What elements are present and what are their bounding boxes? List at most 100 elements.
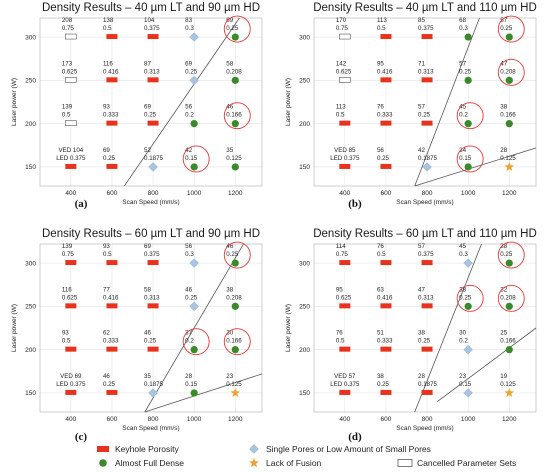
ved-label: 38 bbox=[226, 286, 233, 293]
led-label: 0.416 bbox=[103, 294, 119, 301]
data-point: 570.25 bbox=[497, 15, 525, 43]
led-label: 0.166 bbox=[226, 112, 242, 119]
led-label: 0.75 bbox=[62, 251, 75, 258]
keyhole-marker bbox=[421, 260, 433, 266]
data-point: 370.2 bbox=[182, 328, 210, 356]
led-label: 0.25 bbox=[418, 112, 431, 119]
led-label: 0.125 bbox=[226, 381, 242, 388]
dense-marker bbox=[190, 120, 198, 128]
ved-label: 46 bbox=[226, 243, 233, 250]
keyhole-marker bbox=[106, 120, 118, 126]
led-label: 0.625 bbox=[336, 294, 352, 301]
ved-label: 46 bbox=[185, 286, 192, 293]
data-point: 560.2 bbox=[185, 104, 198, 128]
legend-item-single: Single Pores or Low Amount of Small Pore… bbox=[249, 444, 431, 454]
y-tick-label: 300 bbox=[299, 34, 310, 41]
keyhole-marker bbox=[65, 260, 77, 266]
ved-label: 56 bbox=[185, 243, 192, 250]
x-axis-label: Scan Speed (mm/s) bbox=[122, 425, 179, 432]
ved-label: 38 bbox=[377, 373, 384, 380]
ved-label: 23 bbox=[226, 373, 233, 380]
ved-label: 58 bbox=[144, 286, 151, 293]
ved-label: 38 bbox=[500, 243, 507, 250]
single-pores-marker bbox=[463, 258, 473, 268]
led-label: 0.75 bbox=[62, 25, 75, 32]
ved-label: 45 bbox=[459, 243, 466, 250]
ved-label: 71 bbox=[418, 60, 425, 67]
ved-label: 46 bbox=[103, 373, 110, 380]
data-point: 380.208 bbox=[226, 286, 242, 310]
cancelled-marker bbox=[339, 33, 351, 40]
led-label: 0.25 bbox=[418, 338, 431, 345]
x-tick-label: 600 bbox=[107, 190, 118, 197]
highlight-circle bbox=[456, 145, 484, 173]
legend-label: Cancelled Parameter Sets bbox=[417, 458, 516, 468]
keyhole-marker bbox=[421, 120, 433, 126]
data-point: 630.416 bbox=[377, 286, 393, 309]
highlight-circle bbox=[497, 15, 525, 43]
dense-marker bbox=[505, 259, 513, 267]
chart-panel-d: Density Results – 60 µm LT and 110 µm HD… bbox=[285, 228, 537, 443]
x-tick-label: 1200 bbox=[502, 190, 517, 197]
y-axis-label: Laser power (W) bbox=[285, 304, 292, 352]
data-point: 450.3 bbox=[459, 243, 473, 268]
ved-label: 47 bbox=[418, 286, 425, 293]
plot-frame bbox=[313, 17, 537, 187]
chart-title: Density Results – 40 µm LT and 90 µm HD bbox=[42, 2, 260, 14]
legend-label: Lack of Fusion bbox=[266, 458, 322, 468]
ved-label: 34 bbox=[459, 147, 466, 154]
ved-label: 57 bbox=[418, 243, 425, 250]
highlight-circle bbox=[223, 241, 251, 269]
data-point: 470.313 bbox=[418, 286, 434, 309]
led-label: LED 0.375 bbox=[56, 155, 86, 162]
x-tick-label: 1000 bbox=[187, 416, 202, 423]
y-tick-label: 200 bbox=[25, 121, 36, 128]
ved-label: 76 bbox=[336, 330, 343, 337]
ved-label: 87 bbox=[144, 60, 151, 67]
ved-label: 47 bbox=[500, 60, 507, 67]
led-label: 0.208 bbox=[226, 294, 242, 301]
keyhole-marker bbox=[106, 303, 118, 309]
dense-legend-marker bbox=[99, 459, 107, 467]
lack-of-fusion-marker bbox=[504, 387, 515, 397]
dense-marker bbox=[231, 120, 239, 128]
led-label: 0.25 bbox=[500, 25, 513, 32]
dense-marker bbox=[464, 76, 472, 84]
led-label: 0.375 bbox=[418, 25, 434, 32]
data-point: 300.166 bbox=[223, 328, 251, 356]
led-label: 0.1875 bbox=[418, 155, 437, 162]
led-label: 0.25 bbox=[500, 251, 513, 258]
legend-item-keyhole: Keyhole Porosity bbox=[97, 444, 180, 454]
led-label: 0.625 bbox=[336, 68, 352, 75]
led-label: 0.5 bbox=[103, 25, 112, 32]
keyhole-marker bbox=[106, 34, 118, 40]
keyhole-marker bbox=[421, 303, 433, 309]
ved-label: VED 69 bbox=[60, 373, 82, 380]
x-tick-label: 1000 bbox=[461, 416, 476, 423]
data-point: 690.375 bbox=[144, 243, 160, 266]
highlight-circle bbox=[223, 15, 251, 43]
keyhole-marker bbox=[421, 389, 433, 395]
data-point: 950.625 bbox=[336, 286, 352, 309]
data-point: 930.5 bbox=[62, 330, 77, 352]
dense-marker bbox=[505, 346, 513, 354]
ved-label: 63 bbox=[377, 286, 384, 293]
ved-label: 58 bbox=[226, 60, 233, 67]
x-tick-label: 1200 bbox=[502, 416, 517, 423]
keyhole-marker bbox=[147, 303, 159, 309]
ved-label: 30 bbox=[226, 330, 233, 337]
highlight-circle bbox=[497, 241, 525, 269]
dense-marker bbox=[231, 259, 239, 267]
led-label: 0.333 bbox=[103, 112, 119, 119]
x-tick-label: 600 bbox=[107, 416, 118, 423]
ved-label: 57 bbox=[459, 60, 466, 67]
data-point: 580.208 bbox=[226, 60, 242, 84]
x-axis-label: Scan Speed (mm/s) bbox=[122, 199, 179, 206]
ved-label: VED 57 bbox=[334, 373, 356, 380]
legend-item-cancelled: Cancelled Parameter Sets bbox=[397, 458, 516, 468]
